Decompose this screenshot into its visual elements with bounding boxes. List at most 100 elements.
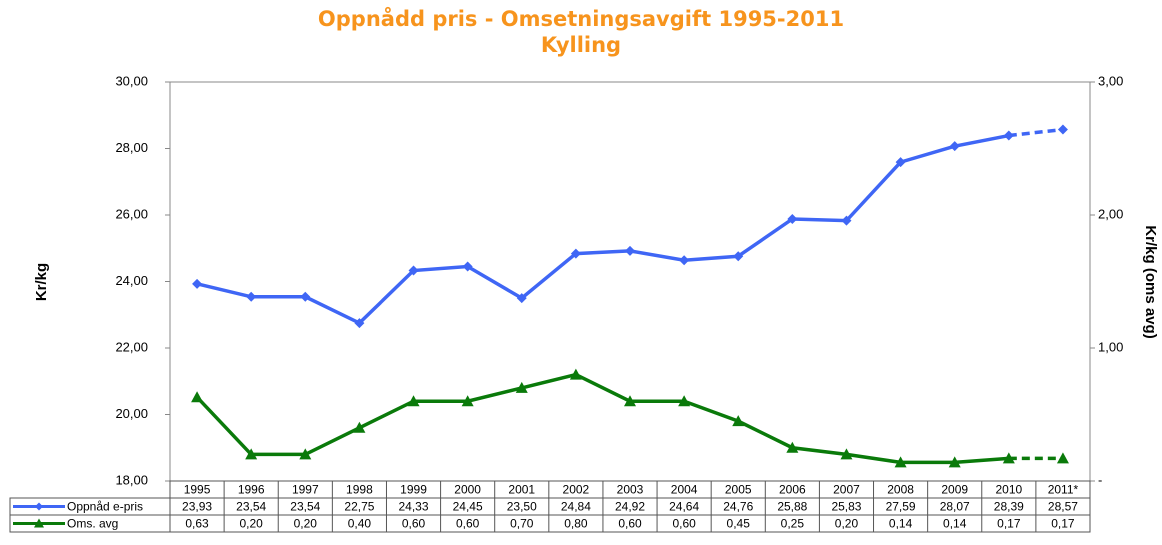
table-value: 24,33: [399, 500, 429, 514]
table-value: 25,88: [777, 500, 807, 514]
marker: [895, 157, 906, 168]
y-tick-label: 20,00: [115, 406, 148, 421]
x-tick-label: 2009: [941, 483, 968, 497]
table-value: 0,14: [943, 517, 967, 531]
x-tick-label: 2004: [671, 483, 698, 497]
y2-axis-label: Kr/kg (oms avg): [1142, 225, 1159, 338]
table-row: [9, 514, 1091, 533]
table-value: 0,60: [618, 517, 642, 531]
x-tick-label: 2010: [995, 483, 1022, 497]
marker: [408, 265, 419, 276]
table-value: 0,20: [835, 517, 859, 531]
x-tick-label: 1998: [346, 483, 373, 497]
marker: [949, 141, 960, 152]
marker: [515, 381, 528, 393]
y-tick-label: 28,00: [115, 140, 148, 155]
marker: [299, 448, 312, 460]
table-value: 0,17: [997, 517, 1021, 531]
marker: [569, 368, 582, 380]
marker: [462, 261, 473, 272]
y-tick-label: 22,00: [115, 339, 148, 354]
x-tick-label: 2003: [617, 483, 644, 497]
x-tick-label: 2002: [563, 483, 590, 497]
table-value: 24,76: [723, 500, 753, 514]
table-value: 0,63: [185, 517, 209, 531]
marker: [245, 448, 258, 460]
x-tick-label: 2008: [887, 483, 914, 497]
x-tick-label: 2011*: [1048, 483, 1079, 497]
marker: [625, 245, 635, 256]
x-tick-label: 2000: [454, 483, 481, 497]
table-value: 28,39: [994, 500, 1024, 514]
series-line: [196, 133, 1010, 326]
table-value: 0,20: [294, 517, 318, 531]
marker: [570, 248, 581, 259]
marker: [407, 395, 420, 407]
table-value: 0,25: [781, 517, 805, 531]
table-value: 24,84: [561, 500, 591, 514]
marker: [1056, 452, 1069, 464]
marker: [894, 456, 907, 468]
marker: [840, 448, 853, 460]
y-tick-label: 18,00: [115, 472, 148, 487]
table-value: 25,83: [831, 500, 861, 514]
table-value: 27,59: [886, 500, 916, 514]
marker: [679, 255, 690, 266]
y2-tick-label: 2,00: [1098, 206, 1123, 221]
table-value: 23,54: [236, 500, 266, 514]
legend-label: Oms. avg: [67, 517, 118, 531]
table-value: 23,54: [290, 500, 320, 514]
x-tick-label: 1997: [292, 483, 319, 497]
table-value: 28,57: [1048, 500, 1078, 514]
marker: [300, 291, 311, 302]
y2-tick-label: -: [1098, 472, 1102, 487]
table-value: 0,40: [348, 517, 372, 531]
table-value: 0,14: [889, 517, 913, 531]
table-value: 0,80: [564, 517, 588, 531]
y2-tick-label: 1,00: [1098, 339, 1123, 354]
x-tick-label: 1999: [400, 483, 427, 497]
x-tick-label: 2001: [508, 483, 535, 497]
marker: [516, 293, 527, 304]
y-axis-label: Kr/kg: [33, 263, 50, 301]
table-value: 28,07: [940, 500, 970, 514]
y-tick-label: 26,00: [115, 206, 148, 221]
marker: [1003, 130, 1014, 141]
marker: [354, 318, 365, 329]
table-value: 23,50: [507, 500, 537, 514]
table-value: 0,70: [510, 517, 534, 531]
chart-subtitle: Kylling: [541, 33, 621, 57]
x-tick-label: 1995: [184, 483, 211, 497]
series-line: [195, 372, 1009, 465]
table-value: 0,20: [239, 517, 263, 531]
marker: [948, 456, 961, 468]
table-value: 23,93: [182, 500, 212, 514]
marker: [191, 391, 204, 403]
marker: [1057, 124, 1068, 135]
table-value: 0,60: [456, 517, 480, 531]
marker: [624, 395, 636, 407]
table-value: 0,60: [402, 517, 426, 531]
marker: [461, 395, 474, 407]
x-tick-label: 2007: [833, 483, 860, 497]
table-value: 24,64: [669, 500, 699, 514]
legend-label: Oppnåd e-pris: [67, 500, 143, 514]
plot-area: [169, 81, 1091, 482]
marker: [1002, 452, 1015, 464]
legend-marker: [34, 518, 44, 528]
legend-marker: [35, 502, 43, 511]
table-value: 22,75: [344, 500, 374, 514]
x-tick-label: 1996: [238, 483, 265, 497]
table-value: 24,45: [453, 500, 483, 514]
y-tick-label: 30,00: [115, 73, 148, 88]
y-tick-label: 24,00: [115, 273, 148, 288]
x-tick-label: 2006: [779, 483, 806, 497]
series-line-projected: [1008, 127, 1064, 138]
table-value: 0,45: [727, 517, 751, 531]
marker: [787, 213, 798, 224]
marker: [678, 395, 691, 407]
marker: [733, 251, 744, 262]
marker: [246, 291, 257, 302]
marker: [786, 441, 799, 453]
